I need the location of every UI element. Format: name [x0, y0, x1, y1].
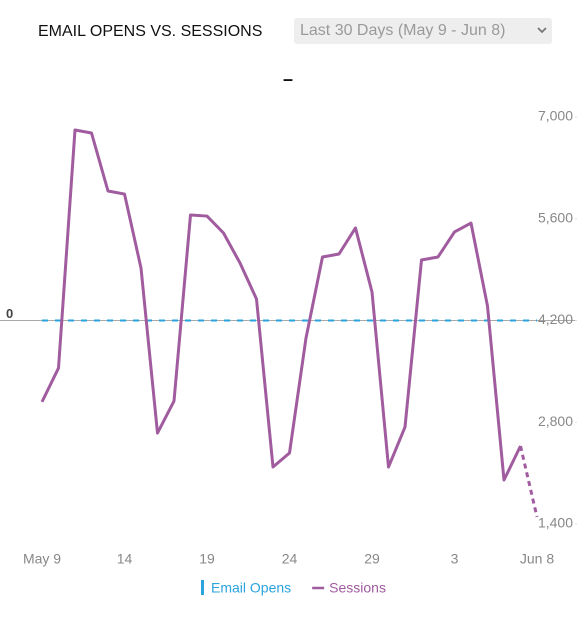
date-range-dropdown[interactable]: Last 30 Days (May 9 - Jun 8) [294, 18, 552, 44]
legend-label: Email Opens [211, 580, 291, 596]
y-tick-label: 5,600 [538, 209, 573, 225]
x-tick-label: 3 [451, 551, 459, 567]
x-tick-label: Jun 8 [520, 551, 554, 567]
x-tick-label: May 9 [23, 551, 61, 567]
dropdown-chevron[interactable] [537, 27, 547, 34]
dropdown-label[interactable]: Last 30 Days (May 9 - Jun 8) [300, 22, 505, 39]
x-tick-label: 19 [199, 551, 215, 567]
subtitle: – [283, 69, 293, 89]
dropdown-box[interactable] [294, 18, 552, 44]
x-tick-label: 24 [282, 551, 298, 567]
legend-marker [201, 580, 204, 595]
y-tick-label: 2,800 [538, 413, 573, 429]
x-tick-label: 29 [364, 551, 380, 567]
x-tick-label: 14 [117, 551, 133, 567]
y-tick-label: 1,400 [538, 515, 573, 531]
series-line [40, 128, 522, 482]
y2-tick-label: 0 [6, 306, 13, 321]
legend-label: Sessions [329, 580, 386, 596]
chart-title: EMAIL OPENS VS. SESSIONS [38, 23, 262, 40]
y-tick-label: 7,000 [538, 108, 573, 124]
partial-segment [519, 445, 539, 518]
y-tick-label: 4,200 [538, 311, 573, 327]
